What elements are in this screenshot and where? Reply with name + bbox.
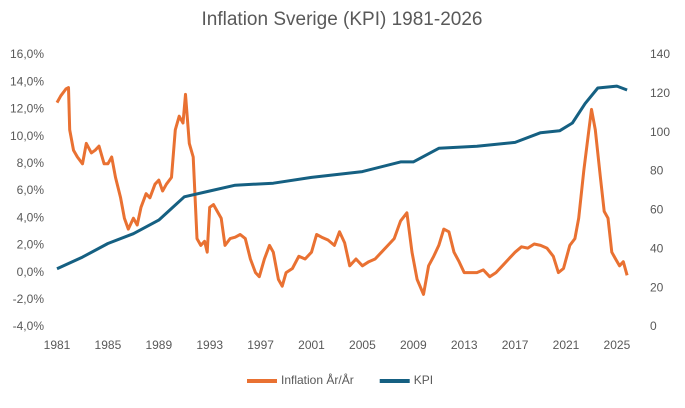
series-line [56, 84, 628, 271]
x-tick-label: 1997 [247, 338, 274, 352]
y-tick-label: 2,0% [17, 238, 45, 252]
y-tick-label: -4,0% [13, 319, 45, 333]
y2-tick-label: 0 [650, 319, 657, 333]
x-tick-label: 1981 [44, 338, 71, 352]
y2-tick-label: 100 [650, 125, 670, 139]
series-line [55, 86, 629, 296]
y-tick-label: 0,0% [17, 265, 45, 279]
x-tick-label: 1989 [145, 338, 172, 352]
x-tick-label: 2001 [298, 338, 325, 352]
y-tick-label: -2,0% [13, 292, 45, 306]
y-tick-label: 10,0% [10, 129, 44, 143]
x-tick-label: 2017 [502, 338, 529, 352]
x-tick-label: 1985 [95, 338, 122, 352]
y-tick-label: 14,0% [10, 74, 44, 88]
chart-title: Inflation Sverige (KPI) 1981-2026 [202, 9, 483, 30]
y-tick-label: 8,0% [17, 156, 45, 170]
x-tick-label: 2013 [451, 338, 478, 352]
x-tick-label: 2005 [349, 338, 376, 352]
x-tick-label: 2009 [400, 338, 427, 352]
y2-tick-label: 140 [650, 47, 670, 61]
y2-tick-label: 40 [650, 241, 664, 255]
y2-tick-label: 120 [650, 86, 670, 100]
legend-label: Inflation År/År [281, 372, 354, 387]
y-tick-label: 6,0% [17, 183, 45, 197]
x-tick-label: 1993 [196, 338, 223, 352]
y-tick-label: 4,0% [17, 210, 45, 224]
y2-tick-label: 20 [650, 280, 664, 294]
x-tick-label: 2021 [553, 338, 580, 352]
y2-tick-label: 60 [650, 203, 664, 217]
legend-label: KPI [414, 373, 433, 387]
x-tick-label: 2025 [604, 338, 631, 352]
y-tick-label: 12,0% [10, 102, 44, 116]
y2-tick-label: 80 [650, 164, 664, 178]
y-tick-label: 16,0% [10, 47, 44, 61]
